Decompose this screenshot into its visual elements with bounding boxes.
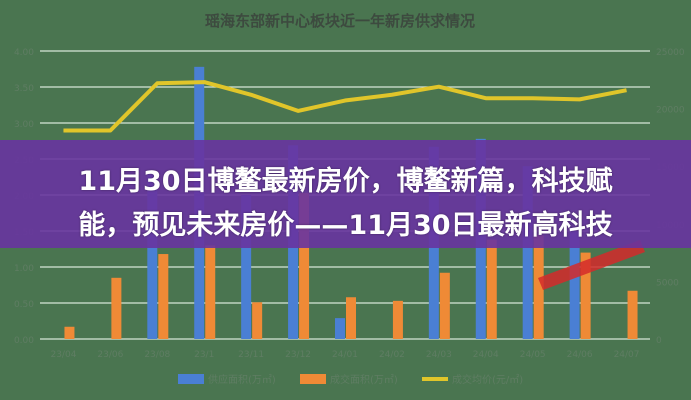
deal-bar [439,272,450,339]
left-axis-tick: 3.00 [14,120,34,130]
right-axis-tick: 5000 [656,278,679,288]
deal-bar [533,235,544,339]
deal-bar [580,252,591,339]
deal-bar [252,302,263,339]
supply-bar [522,166,533,339]
legend-swatch [300,374,326,384]
left-axis-tick: 3.50 [14,84,34,94]
x-axis-tick: 23/04 [50,350,76,360]
x-axis-tick: 23/06 [97,350,123,360]
deal-bar [111,277,122,339]
legend-label: 成交面积(万㎡) [330,373,398,386]
deal-bar [346,297,356,339]
x-axis-tick: 23/08 [144,350,170,360]
x-axis-tick: 24/07 [614,350,640,360]
headline-line-1: 11月30日博鳌最新房价，博鳌新篇，科技赋 [78,166,613,197]
headline: 11月30日博鳌最新房价，博鳌新篇，科技赋 能，预见未来房价——11月30日最新… [0,160,691,248]
supply-bar [147,173,158,339]
deal-bar [205,245,216,339]
x-axis-tick: 24/06 [567,350,593,360]
x-axis-tick: 23/1 [194,350,214,360]
right-axis-tick: 0 [656,336,662,346]
deal-bar [627,290,638,339]
supply-bar [335,318,345,339]
deal-bar [392,300,403,339]
x-axis-tick: 23/12 [285,350,311,360]
deal-bar [299,192,310,339]
x-axis-tick: 24/05 [520,350,546,360]
left-axis-tick: 0.00 [14,336,34,346]
headline-line-2: 能，预见未来房价——11月30日最新高科技 [78,210,613,241]
left-axis-tick: 1.00 [14,264,34,274]
legend-swatch [178,374,204,384]
left-axis-tick: 4.00 [14,48,34,58]
x-axis-tick: 23/11 [238,350,264,360]
legend-label: 供应面积(万㎡) [208,373,276,386]
x-axis-tick: 24/01 [332,350,358,360]
legend-label: 成交均价(元/㎡) [452,373,523,386]
watermark-stamp [538,240,645,290]
deal-bar [64,326,75,339]
right-axis-tick: 20000 [656,106,685,116]
right-axis-tick: 25000 [656,48,685,58]
headline-banner [0,140,691,248]
supply-bar [241,195,252,339]
x-axis-tick: 24/04 [473,350,499,360]
supply-bar [569,231,580,339]
deal-bar [486,239,497,339]
x-axis-tick: 24/03 [426,350,452,360]
left-axis-tick: 0.50 [14,300,34,310]
deal-bar [158,254,169,339]
x-axis-tick: 24/02 [379,350,405,360]
chart-title: 瑶海东部新中心板块近一年新房供求情况 [205,12,475,30]
